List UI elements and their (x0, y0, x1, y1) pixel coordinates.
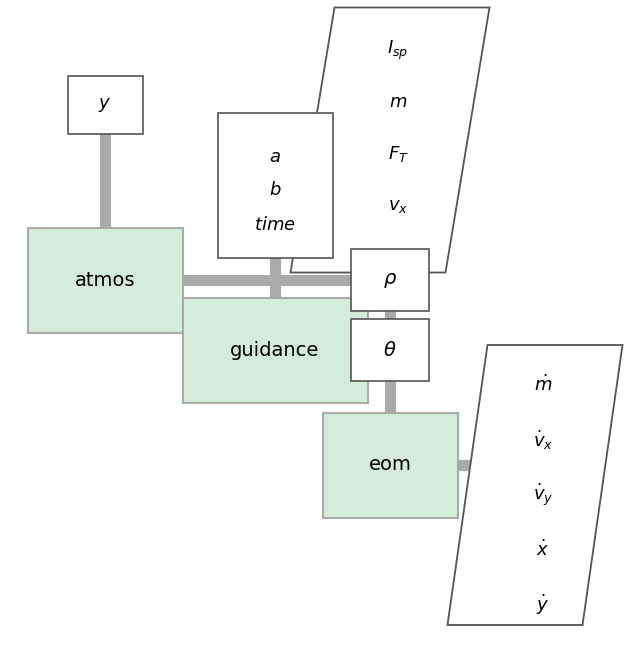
Text: $\dot{m}$: $\dot{m}$ (534, 375, 552, 395)
FancyBboxPatch shape (27, 227, 183, 333)
FancyBboxPatch shape (183, 297, 367, 403)
Polygon shape (447, 345, 622, 625)
Text: $F_T$: $F_T$ (388, 144, 408, 164)
FancyBboxPatch shape (217, 113, 332, 257)
Text: $b$: $b$ (269, 181, 281, 199)
Text: $v_y$: $v_y$ (388, 248, 408, 268)
Text: $y$: $y$ (98, 96, 112, 114)
Text: $\theta$: $\theta$ (383, 341, 397, 360)
Text: $\dot{y}$: $\dot{y}$ (536, 593, 550, 617)
FancyBboxPatch shape (323, 413, 458, 517)
Text: $time$: $time$ (254, 216, 296, 234)
Text: $I_{sp}$: $I_{sp}$ (387, 39, 409, 62)
Text: $m$: $m$ (389, 93, 407, 111)
FancyBboxPatch shape (351, 249, 429, 311)
Text: $\dot{x}$: $\dot{x}$ (536, 540, 550, 560)
Polygon shape (291, 7, 489, 272)
FancyBboxPatch shape (68, 76, 142, 134)
Text: $\dot{v}_x$: $\dot{v}_x$ (533, 428, 553, 452)
Text: $\rho$: $\rho$ (383, 271, 397, 290)
Text: $a$: $a$ (269, 148, 281, 166)
FancyBboxPatch shape (351, 319, 429, 381)
Text: atmos: atmos (75, 271, 135, 290)
Text: guidance: guidance (230, 341, 320, 360)
Text: $\dot{v}_y$: $\dot{v}_y$ (533, 482, 553, 508)
Text: $v_x$: $v_x$ (388, 197, 408, 215)
Text: eom: eom (369, 455, 412, 474)
